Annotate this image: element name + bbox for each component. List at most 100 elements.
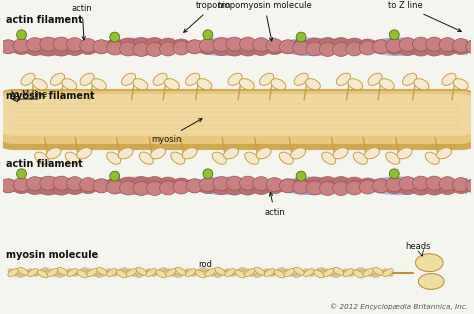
Ellipse shape <box>323 269 334 277</box>
Ellipse shape <box>67 269 78 277</box>
Ellipse shape <box>119 42 137 56</box>
Ellipse shape <box>397 148 412 159</box>
Ellipse shape <box>365 148 380 159</box>
Ellipse shape <box>294 267 304 275</box>
Text: actin filament: actin filament <box>6 159 83 169</box>
Ellipse shape <box>40 176 56 190</box>
Ellipse shape <box>199 180 217 194</box>
Ellipse shape <box>293 41 310 55</box>
Ellipse shape <box>293 180 310 194</box>
Ellipse shape <box>18 270 28 278</box>
Ellipse shape <box>226 176 243 190</box>
Ellipse shape <box>399 38 416 52</box>
Text: myosin: myosin <box>151 119 202 143</box>
Ellipse shape <box>139 152 153 164</box>
Ellipse shape <box>294 270 304 278</box>
Ellipse shape <box>199 41 217 55</box>
Ellipse shape <box>119 38 137 51</box>
Ellipse shape <box>52 182 71 195</box>
Ellipse shape <box>385 41 403 55</box>
Ellipse shape <box>0 179 18 192</box>
Ellipse shape <box>8 269 18 277</box>
Ellipse shape <box>175 270 186 278</box>
Ellipse shape <box>119 181 137 195</box>
Ellipse shape <box>13 39 30 53</box>
Polygon shape <box>419 273 444 289</box>
Ellipse shape <box>51 73 64 85</box>
Ellipse shape <box>412 176 429 190</box>
Ellipse shape <box>12 41 31 55</box>
Ellipse shape <box>27 38 43 52</box>
Ellipse shape <box>274 270 285 278</box>
Ellipse shape <box>118 148 133 159</box>
Ellipse shape <box>332 37 350 51</box>
Ellipse shape <box>146 269 156 277</box>
Ellipse shape <box>13 178 30 192</box>
Ellipse shape <box>97 270 107 278</box>
Ellipse shape <box>66 177 83 191</box>
Ellipse shape <box>333 267 344 275</box>
Ellipse shape <box>126 269 137 277</box>
Ellipse shape <box>452 180 470 194</box>
Ellipse shape <box>203 169 213 179</box>
Ellipse shape <box>205 269 216 277</box>
Ellipse shape <box>383 269 393 277</box>
Ellipse shape <box>77 267 88 275</box>
Ellipse shape <box>146 42 163 57</box>
Ellipse shape <box>27 269 38 277</box>
Ellipse shape <box>386 152 400 164</box>
Ellipse shape <box>345 38 364 51</box>
Ellipse shape <box>372 179 390 192</box>
Ellipse shape <box>165 269 176 277</box>
Ellipse shape <box>292 39 310 52</box>
Ellipse shape <box>146 269 156 277</box>
Ellipse shape <box>39 182 57 195</box>
Text: actin: actin <box>264 192 285 217</box>
Ellipse shape <box>379 79 394 90</box>
Ellipse shape <box>40 37 56 51</box>
Ellipse shape <box>425 43 444 56</box>
Ellipse shape <box>226 37 243 51</box>
Ellipse shape <box>0 40 17 54</box>
Ellipse shape <box>215 267 226 275</box>
Ellipse shape <box>97 267 107 275</box>
Ellipse shape <box>358 39 377 52</box>
Ellipse shape <box>146 181 163 196</box>
Ellipse shape <box>39 43 57 56</box>
Ellipse shape <box>26 181 44 195</box>
Ellipse shape <box>279 179 297 192</box>
Ellipse shape <box>79 41 97 55</box>
Ellipse shape <box>284 269 295 277</box>
Ellipse shape <box>203 30 213 40</box>
Ellipse shape <box>182 148 197 159</box>
Ellipse shape <box>212 42 230 56</box>
Ellipse shape <box>319 37 337 51</box>
Ellipse shape <box>260 73 273 85</box>
Ellipse shape <box>412 43 430 56</box>
Ellipse shape <box>296 171 306 181</box>
Ellipse shape <box>439 177 456 191</box>
Text: to Z line: to Z line <box>388 1 461 31</box>
Ellipse shape <box>398 42 417 56</box>
Ellipse shape <box>65 42 84 56</box>
Ellipse shape <box>323 269 334 277</box>
Ellipse shape <box>245 152 259 164</box>
Ellipse shape <box>425 152 439 164</box>
Ellipse shape <box>346 181 363 195</box>
Ellipse shape <box>337 73 351 85</box>
Ellipse shape <box>92 40 110 53</box>
Ellipse shape <box>442 73 456 85</box>
Text: © 2012 Encyclopædia Britannica, Inc.: © 2012 Encyclopædia Britannica, Inc. <box>330 303 468 310</box>
Ellipse shape <box>253 38 270 52</box>
Ellipse shape <box>87 269 97 277</box>
Ellipse shape <box>466 40 474 54</box>
Ellipse shape <box>106 39 124 52</box>
Ellipse shape <box>426 176 443 190</box>
Ellipse shape <box>47 269 58 277</box>
Ellipse shape <box>200 39 216 53</box>
Text: actin filament: actin filament <box>6 15 83 25</box>
Ellipse shape <box>26 42 44 56</box>
Ellipse shape <box>274 267 285 275</box>
Ellipse shape <box>132 37 151 51</box>
Ellipse shape <box>35 152 49 164</box>
